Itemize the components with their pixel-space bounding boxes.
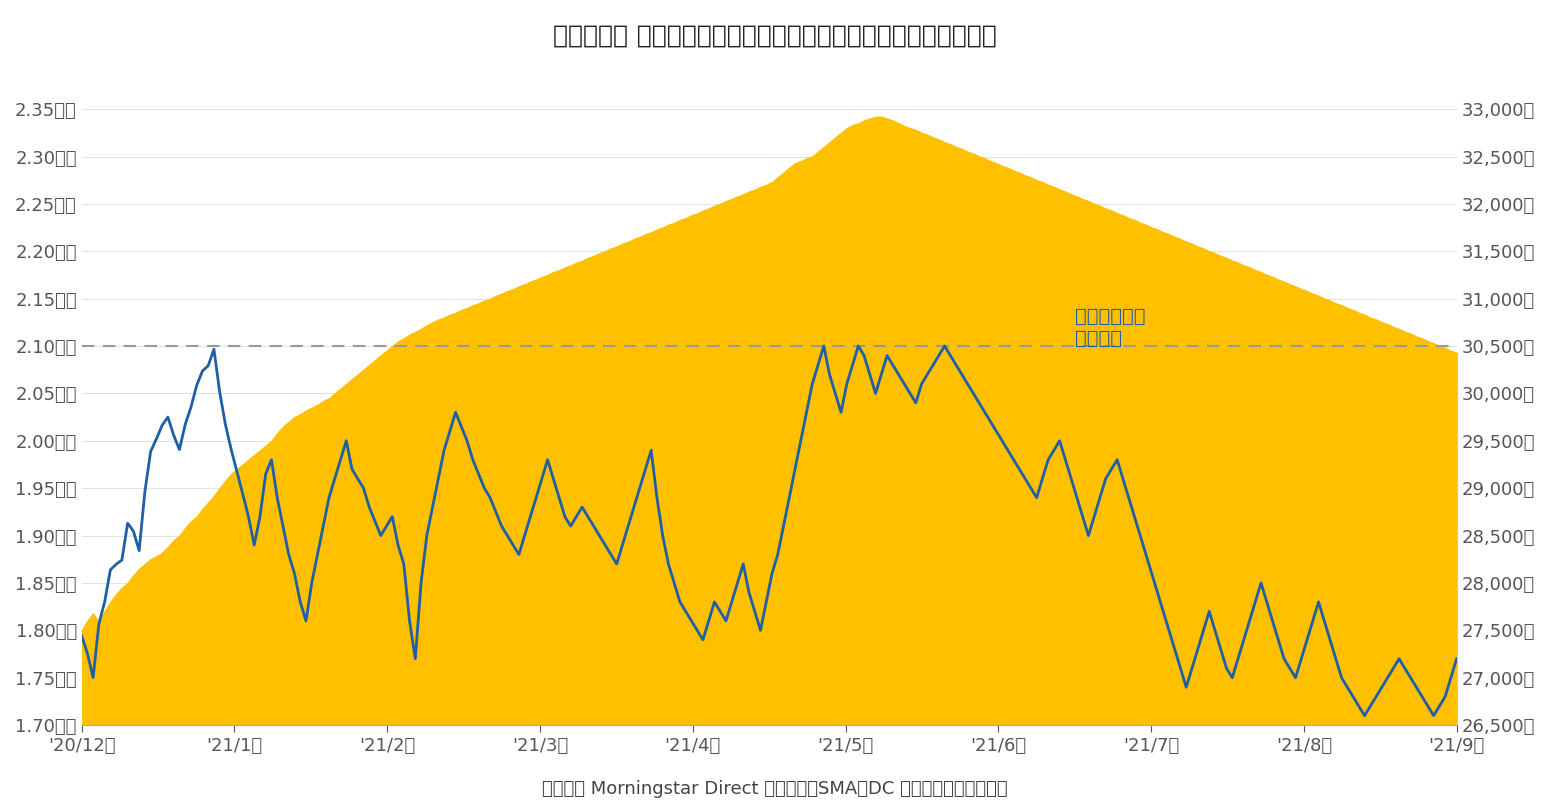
Text: （資料） Morningstar Direct より作成。SMA・DC 専用ファンドは除く。: （資料） Morningstar Direct より作成。SMA・DC 専用ファ… (542, 780, 1008, 798)
Text: 日経平均株価
（右軸）: 日経平均株価 （右軸） (1074, 306, 1145, 347)
Text: 【図表６】 国内株式インデックス・ファンドの純資産残高の推移: 【図表６】 国内株式インデックス・ファンドの純資産残高の推移 (553, 24, 997, 48)
